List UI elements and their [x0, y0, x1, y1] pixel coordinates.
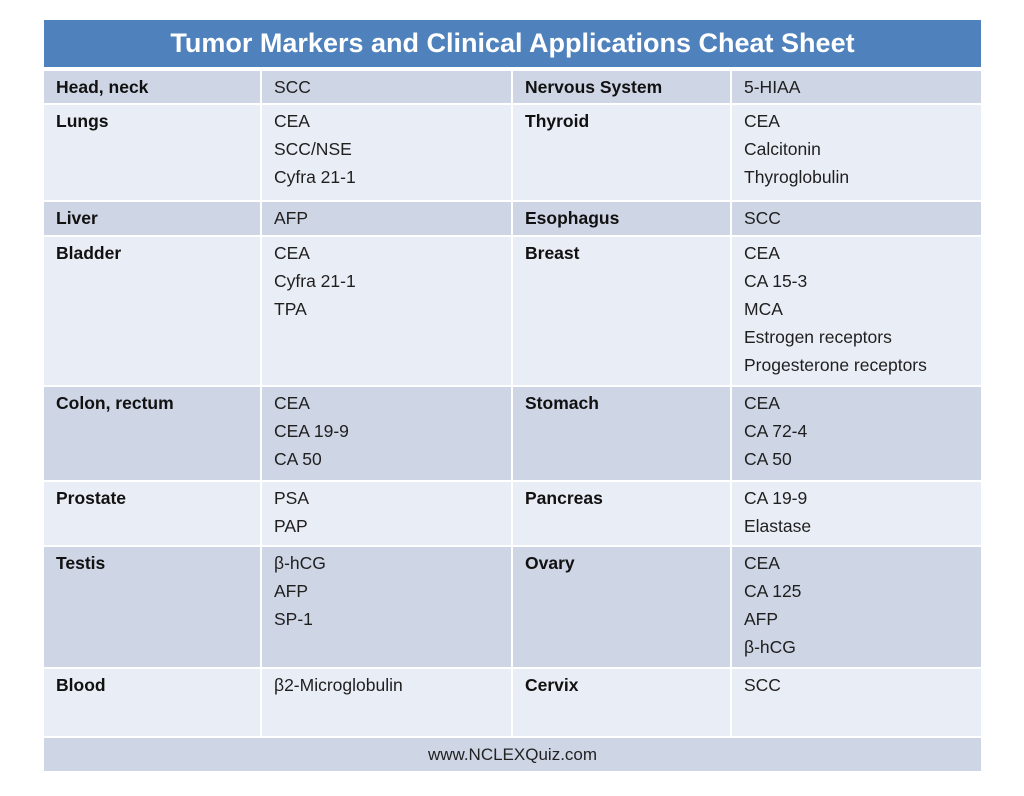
markers-cell: AFP: [262, 202, 511, 235]
organ-cell: Esophagus: [513, 202, 730, 235]
markers-cell: SCC: [732, 669, 981, 736]
table-row: Testis β-hCG AFP SP-1 Ovary CEA CA 125 AFP β-hCG: [44, 547, 981, 667]
table-row: Blood β2-Microglobulin Cervix SCC: [44, 669, 981, 736]
marker-item: CEA: [274, 393, 310, 413]
marker-item: TPA: [274, 299, 307, 319]
marker-item: AFP: [274, 208, 309, 228]
markers-cell: β-hCG AFP SP-1: [262, 547, 511, 667]
organ-cell: Nervous System: [513, 71, 730, 103]
marker-item: CA 72-4: [744, 421, 808, 441]
marker-item: 5-HIAA: [744, 77, 801, 97]
marker-item: AFP: [274, 581, 309, 601]
marker-item: CEA 19-9: [274, 421, 349, 441]
organ-cell: Thyroid: [513, 105, 730, 200]
marker-item: β2-Microglobulin: [274, 675, 403, 695]
organ-cell: Breast: [513, 237, 730, 385]
marker-item: SCC: [274, 77, 311, 97]
marker-item: CA 15-3: [744, 271, 808, 291]
marker-item: CA 125: [744, 581, 802, 601]
table-row: Lungs CEA SCC/NSE Cyfra 21-1 Thyroid CEA Calci…: [44, 105, 981, 200]
organ-cell: Testis: [44, 547, 260, 667]
markers-cell: CEA Cyfra 21-1 TPA: [262, 237, 511, 385]
markers-cell: CEA SCC/NSE Cyfra 21-1: [262, 105, 511, 200]
marker-item: PAP: [274, 516, 308, 536]
organ-cell: Colon, rectum: [44, 387, 260, 480]
marker-item: AFP: [744, 609, 779, 629]
organ-cell: Pancreas: [513, 482, 730, 545]
marker-item: CA 50: [744, 449, 792, 469]
organ-cell: Cervix: [513, 669, 730, 736]
marker-item: MCA: [744, 299, 783, 319]
marker-item: Thyroglobulin: [744, 167, 850, 187]
marker-item: β-hCG: [744, 637, 796, 657]
marker-item: β-hCG: [274, 553, 326, 573]
marker-item: SCC: [744, 208, 781, 228]
marker-item: PSA: [274, 488, 310, 508]
organ-cell: Prostate: [44, 482, 260, 545]
organ-cell: Liver: [44, 202, 260, 235]
sheet-title: Tumor Markers and Clinical Applications …: [44, 20, 981, 67]
markers-cell: 5-HIAA: [732, 71, 981, 103]
organ-cell: Lungs: [44, 105, 260, 200]
marker-item: CEA: [744, 243, 780, 263]
markers-cell: β2-Microglobulin: [262, 669, 511, 736]
marker-item: CEA: [744, 111, 780, 131]
marker-table: Head, neck SCC Nervous System 5-HIAA Lungs CE…: [44, 71, 981, 736]
marker-item: Cyfra 21-1: [274, 271, 356, 291]
markers-cell: SCC: [262, 71, 511, 103]
marker-item: CEA: [274, 243, 310, 263]
marker-item: Elastase: [744, 516, 812, 536]
organ-cell: Ovary: [513, 547, 730, 667]
marker-item: SCC/NSE: [274, 139, 352, 159]
table-row: Colon, rectum CEA CEA 19-9 CA 50 Stomach CEA C…: [44, 387, 981, 480]
marker-item: CEA: [744, 553, 780, 573]
markers-cell: CEA CA 72-4 CA 50: [732, 387, 981, 480]
marker-item: CEA: [744, 393, 780, 413]
table-row: Prostate PSA PAP Pancreas CA 19-9 Elastase: [44, 482, 981, 545]
markers-cell: CEA CEA 19-9 CA 50: [262, 387, 511, 480]
footer-url: www.NCLEXQuiz.com: [44, 738, 981, 771]
table-row: Head, neck SCC Nervous System 5-HIAA: [44, 71, 981, 103]
markers-cell: SCC: [732, 202, 981, 235]
marker-item: Cyfra 21-1: [274, 167, 356, 187]
organ-cell: Stomach: [513, 387, 730, 480]
marker-item: SCC: [744, 675, 781, 695]
marker-item: Estrogen receptors: [744, 327, 892, 347]
table-row: Bladder CEA Cyfra 21-1 TPA Breast CEA CA 15-3 M…: [44, 237, 981, 385]
organ-cell: Bladder: [44, 237, 260, 385]
marker-item: CA 50: [274, 449, 322, 469]
markers-cell: CA 19-9 Elastase: [732, 482, 981, 545]
markers-cell: CEA CA 125 AFP β-hCG: [732, 547, 981, 667]
organ-cell: Head, neck: [44, 71, 260, 103]
cheat-sheet: Tumor Markers and Clinical Applications …: [44, 20, 981, 771]
marker-item: Calcitonin: [744, 139, 821, 159]
marker-item: CA 19-9: [744, 488, 808, 508]
markers-cell: PSA PAP: [262, 482, 511, 545]
marker-item: SP-1: [274, 609, 313, 629]
marker-item: CEA: [274, 111, 310, 131]
markers-cell: CEA CA 15-3 MCA Estrogen receptors Progester…: [732, 237, 981, 385]
marker-item: Progesterone receptors: [744, 355, 927, 375]
organ-cell: Blood: [44, 669, 260, 736]
markers-cell: CEA Calcitonin Thyroglobulin: [732, 105, 981, 200]
table-row: Liver AFP Esophagus SCC: [44, 202, 981, 235]
